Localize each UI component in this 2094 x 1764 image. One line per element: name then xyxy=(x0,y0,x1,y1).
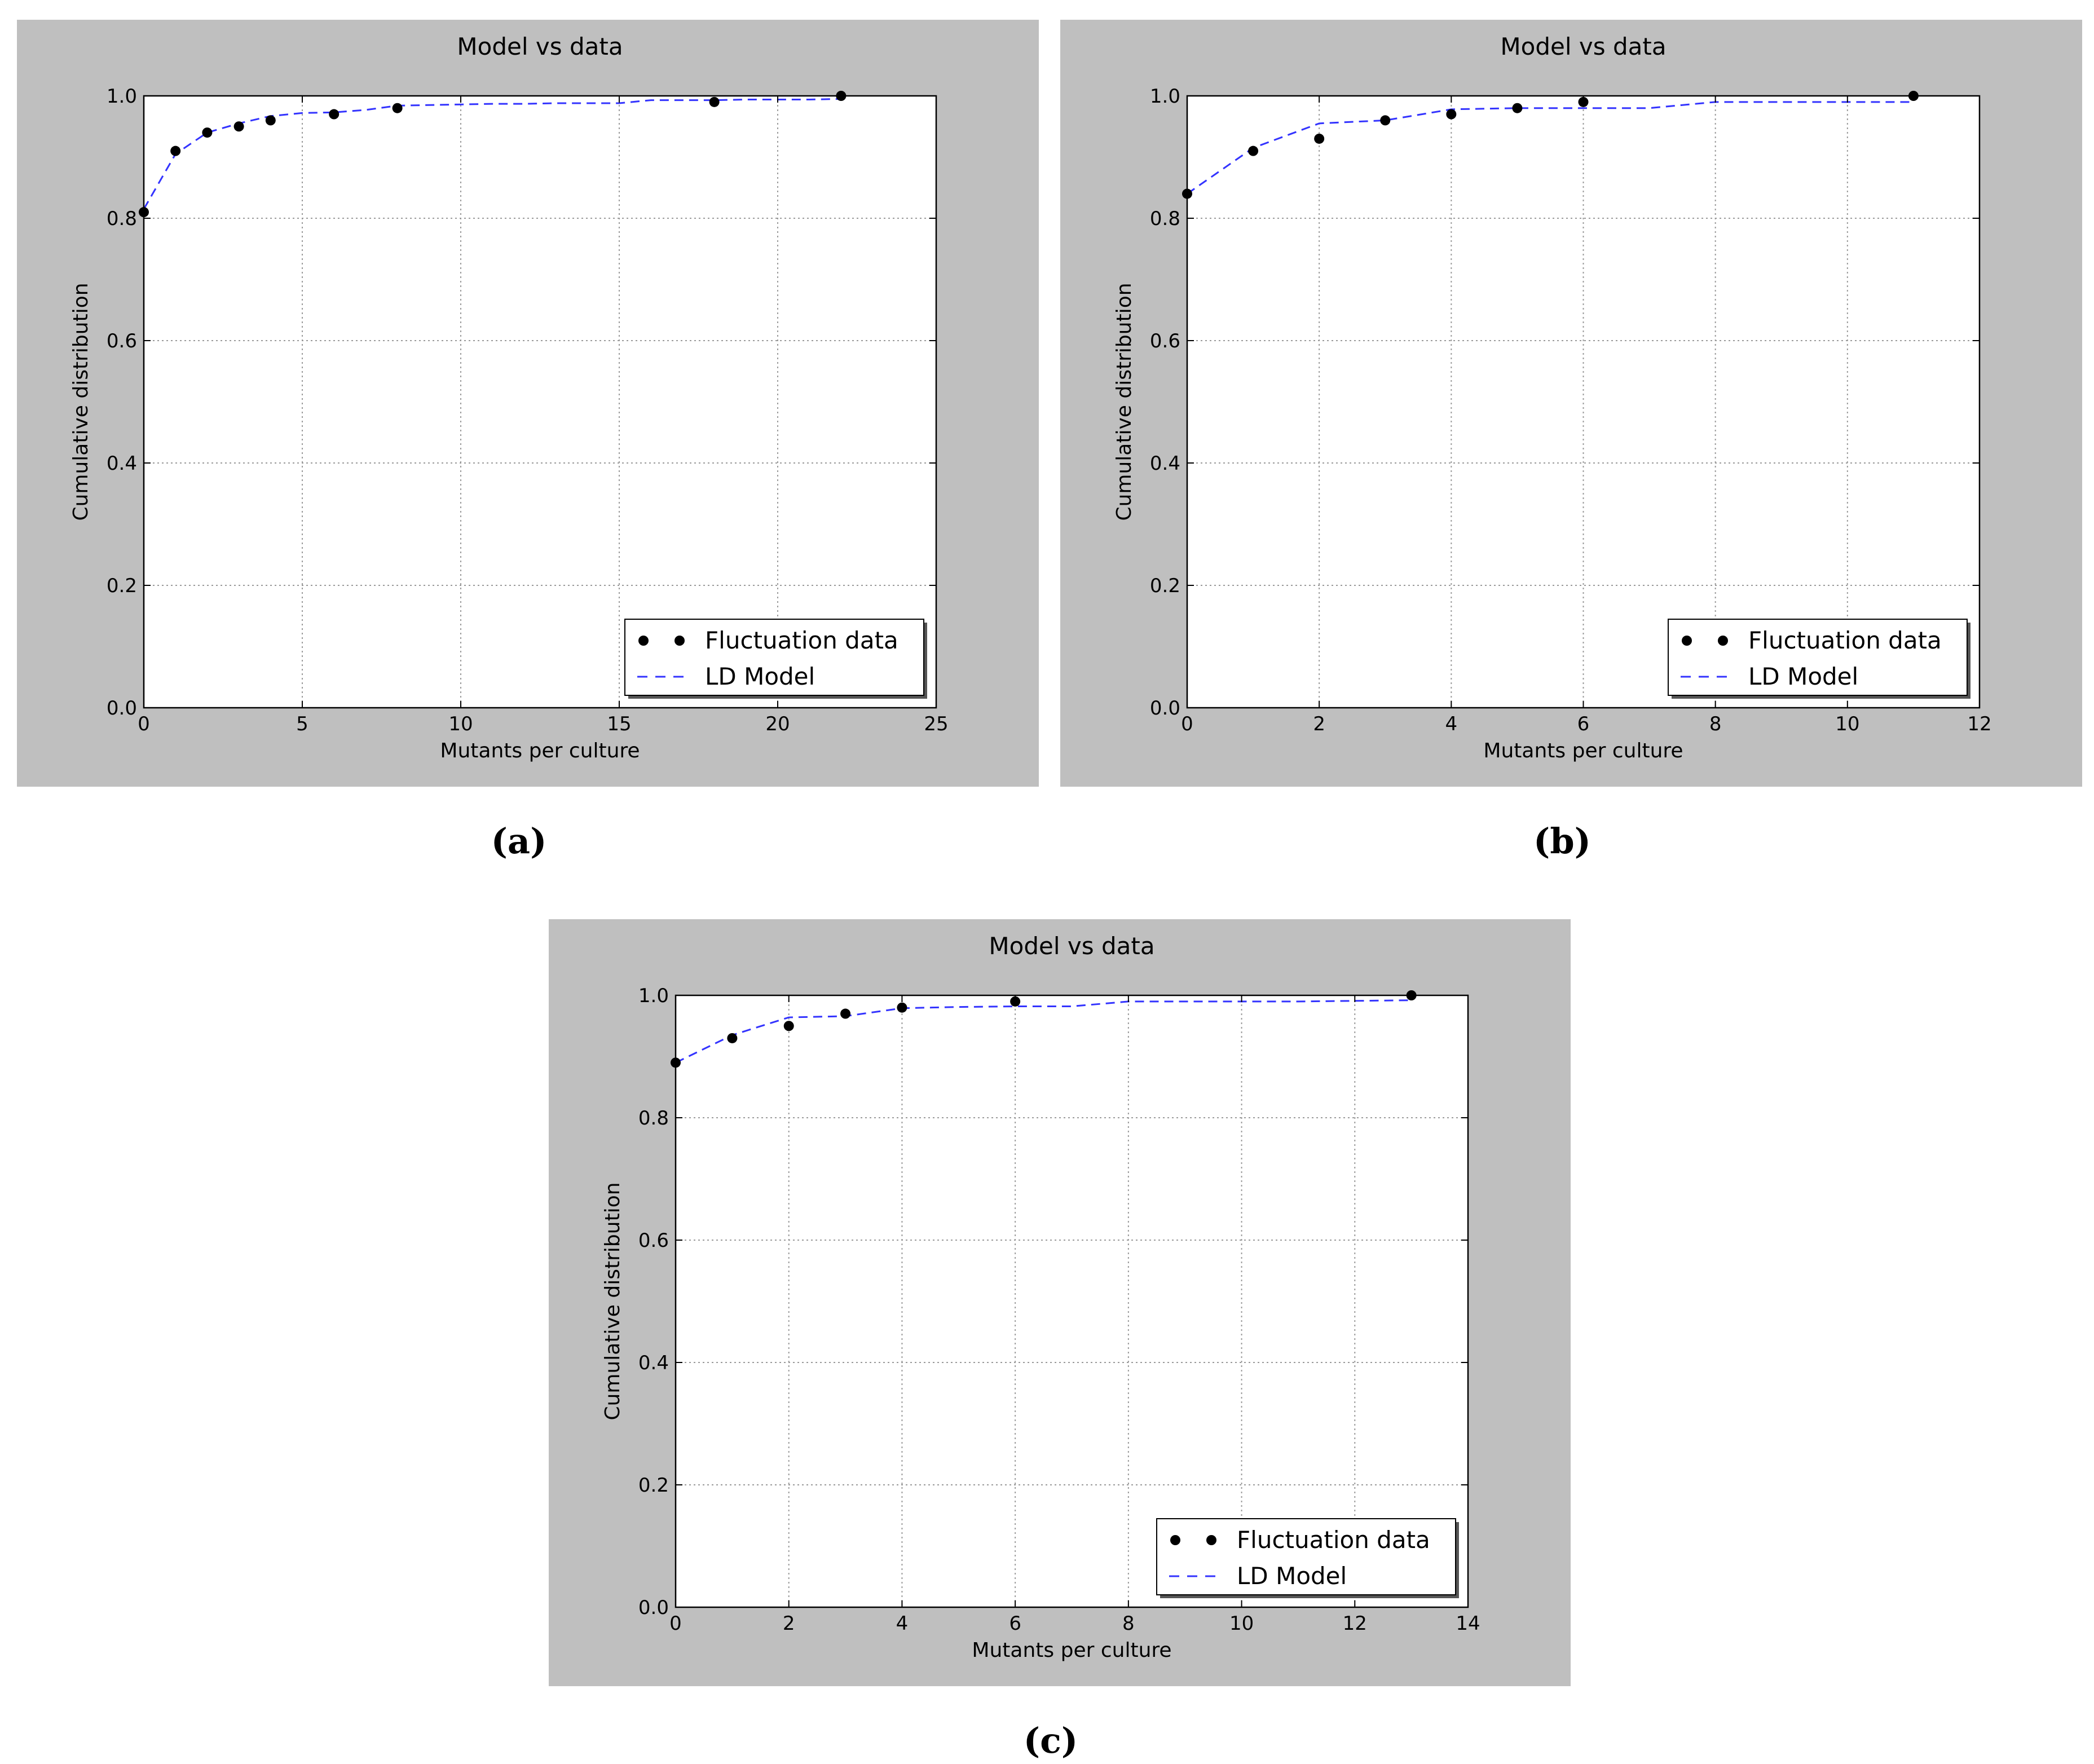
chart-b-y-tick-label: 0.6 xyxy=(1150,330,1180,352)
chart-c-y-tick-label: 0.2 xyxy=(638,1474,669,1497)
chart-b-y-tick-label: 0.4 xyxy=(1150,452,1180,475)
chart-panel-b: 0 2 4 6 8 10 12 0.0 0.2 0.4 0.6 0.8 1.0 Model vs data… xyxy=(1060,20,2082,787)
chart-a-x-tick-label: 10 xyxy=(448,713,473,735)
caption-b: (b) xyxy=(1533,821,1592,862)
chart-c-legend-label-model: LD Model xyxy=(1237,1562,1347,1590)
chart-a-data-point xyxy=(329,109,340,120)
chart-c-legend xyxy=(1156,1518,1456,1595)
chart-c-x-tick-label: 10 xyxy=(1229,1612,1254,1635)
chart-b-x-tick-label: 12 xyxy=(1967,713,1991,735)
chart-a-y-tick-label: 0.6 xyxy=(107,330,137,352)
chart-b-legend xyxy=(1668,619,1968,696)
chart-b-x-tick-label: 6 xyxy=(1577,713,1590,735)
chart-a-legend-label-data: Fluctuation data xyxy=(705,627,898,654)
chart-c-y-axis-label: Cumulative distribution xyxy=(601,1182,624,1420)
chart-b-x-tick-label: 2 xyxy=(1313,713,1325,735)
chart-b-legend-label-data: Fluctuation data xyxy=(1748,627,1942,654)
chart-a-legend-marker xyxy=(675,636,685,646)
chart-c-data-point xyxy=(783,1021,794,1031)
chart-a-y-tick-label: 0.4 xyxy=(107,452,137,475)
chart-a-y-tick-label: 1.0 xyxy=(107,85,137,108)
chart-b-x-axis-label: Mutants per culture xyxy=(1483,739,1683,762)
chart-c-data-point xyxy=(840,1008,851,1019)
chart-a-data-point xyxy=(202,127,213,138)
chart-b-data-point xyxy=(1248,145,1259,156)
chart-panel-c: 0 2 4 6 8 10 12 14 0.0 0.2 0.4 0.6 0.8 1.0 Model vs da… xyxy=(549,919,1571,1686)
chart-a-svg: 0 5 10 15 20 25 0.0 0.2 0.4 0.6 0.8 1.0 Model vs dat… xyxy=(69,33,949,762)
chart-c-frame xyxy=(675,994,1469,1608)
chart-c-x-tick-label: 4 xyxy=(896,1612,909,1635)
chart-b-x-tick-label: 10 xyxy=(1835,713,1859,735)
chart-c-model-line xyxy=(675,999,1412,1064)
chart-a-x-tick-label: 25 xyxy=(924,713,948,735)
chart-c-data-point xyxy=(897,1002,907,1013)
chart-a-frame xyxy=(143,95,937,709)
chart-c-legend-label-data: Fluctuation data xyxy=(1237,1526,1430,1554)
chart-c-y-tick-label: 0.8 xyxy=(638,1107,669,1130)
chart-a-x-tick-label: 15 xyxy=(607,713,631,735)
chart-c-x-tick-label: 14 xyxy=(1456,1612,1480,1635)
chart-c-y-tick-label: 0.6 xyxy=(638,1229,669,1252)
chart-b-legend-marker xyxy=(1718,636,1728,646)
chart-c-plot-area xyxy=(676,995,1468,1607)
chart-panel-a: 0 5 10 15 20 25 0.0 0.2 0.4 0.6 0.8 1.0 Model vs dat… xyxy=(17,20,1039,787)
chart-a-model-line xyxy=(143,98,841,210)
chart-a-legend-marker xyxy=(638,636,649,646)
chart-c-x-tick-label: 2 xyxy=(783,1612,795,1635)
chart-a-y-tick-label: 0.8 xyxy=(107,208,137,230)
chart-b-title: Model vs data xyxy=(1500,33,1666,60)
chart-a-x-axis-label: Mutants per culture xyxy=(440,739,640,762)
chart-b-data-point xyxy=(1380,115,1391,126)
chart-c-legend-marker xyxy=(1170,1535,1180,1545)
chart-b-y-axis-label: Cumulative distribution xyxy=(1113,283,1136,521)
chart-b-y-tick-label: 0.0 xyxy=(1150,697,1180,720)
chart-c-y-tick-label: 0.4 xyxy=(638,1352,669,1374)
chart-b-model-line xyxy=(1187,101,1914,195)
chart-a-data-point xyxy=(170,145,181,156)
chart-a-y-tick-label: 0.2 xyxy=(107,575,137,597)
chart-a-x-tick-label: 20 xyxy=(765,713,790,735)
chart-b-x-tick-label: 8 xyxy=(1709,713,1722,735)
chart-c-x-tick-label: 8 xyxy=(1122,1612,1135,1635)
chart-b-data-point xyxy=(1446,109,1457,120)
chart-b-x-tick-label: 4 xyxy=(1445,713,1458,735)
caption-a: (a) xyxy=(491,821,547,862)
chart-b-data-point xyxy=(1512,103,1523,113)
chart-a-x-tick-label: 5 xyxy=(296,713,308,735)
chart-c-y-tick-label: 1.0 xyxy=(638,985,669,1007)
chart-a-plot-area xyxy=(144,96,936,708)
chart-a-y-tick-label: 0.0 xyxy=(107,697,137,720)
chart-b-y-tick-label: 0.2 xyxy=(1150,575,1180,597)
chart-a-data-point xyxy=(265,115,276,126)
chart-b-y-tick-label: 1.0 xyxy=(1150,85,1180,108)
chart-c-x-tick-label: 0 xyxy=(669,1612,682,1635)
chart-c-title: Model vs data xyxy=(989,932,1154,960)
chart-a-legend xyxy=(624,619,924,696)
chart-b-legend-label-model: LD Model xyxy=(1748,663,1858,690)
chart-c-x-tick-label: 12 xyxy=(1343,1612,1367,1635)
chart-a-y-axis-label: Cumulative distribution xyxy=(69,283,92,521)
chart-b-legend-marker xyxy=(1682,636,1692,646)
chart-c-legend-marker xyxy=(1206,1535,1216,1545)
chart-a-legend-label-model: LD Model xyxy=(705,663,815,690)
chart-b-data-point xyxy=(1314,133,1325,144)
chart-a-x-tick-label: 0 xyxy=(138,713,150,735)
chart-a-data-point xyxy=(392,103,403,113)
chart-c-svg: 0 2 4 6 8 10 12 14 0.0 0.2 0.4 0.6 0.8 1.0 Model vs da… xyxy=(601,932,1480,1662)
caption-c: (c) xyxy=(1023,1720,1078,1761)
chart-a-title: Model vs data xyxy=(457,33,623,60)
chart-c-y-tick-label: 0.0 xyxy=(638,1597,669,1619)
chart-c-x-axis-label: Mutants per culture xyxy=(972,1639,1171,1662)
chart-c-data-point xyxy=(727,1033,738,1043)
chart-b-x-tick-label: 0 xyxy=(1181,713,1193,735)
chart-a-data-point xyxy=(233,121,244,132)
chart-b-y-tick-label: 0.8 xyxy=(1150,208,1180,230)
chart-b-svg: 0 2 4 6 8 10 12 0.0 0.2 0.4 0.6 0.8 1.0 Model vs data… xyxy=(1113,33,1992,762)
chart-a-data-point xyxy=(709,96,720,107)
chart-c-x-tick-label: 6 xyxy=(1009,1612,1021,1635)
